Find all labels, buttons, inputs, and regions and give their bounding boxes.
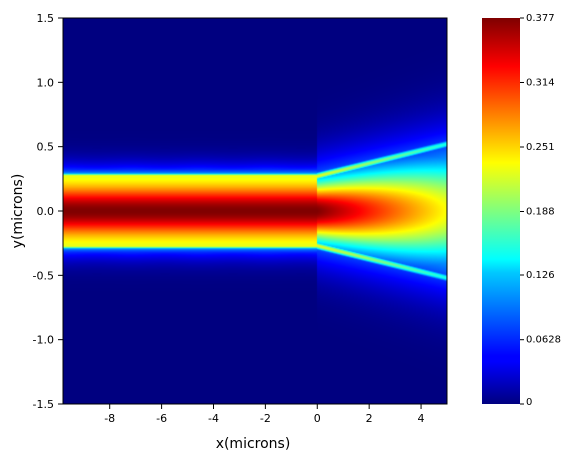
x-tick-label: -8: [104, 412, 115, 425]
y-tick-label: 0.0: [37, 205, 55, 218]
x-tick-label: -2: [260, 412, 271, 425]
y-tick-label: -0.5: [33, 269, 54, 282]
x-tick-label: 4: [418, 412, 425, 425]
colorbar-tick-label: 0.0628: [526, 335, 561, 346]
heatmap: [62, 17, 448, 405]
colorbar-bar: [482, 18, 520, 404]
y-axis-ticks: -1.5 -1.0 -0.5 0.0 0.5 1.0 1.5: [33, 12, 63, 411]
colorbar-tick-label: 0.314: [526, 78, 555, 89]
x-axis-ticks: -8 -6 -4 -2 0 2 4: [104, 404, 425, 425]
y-tick-label: -1.5: [33, 398, 54, 411]
y-tick-label: 0.5: [37, 141, 55, 154]
x-tick-label: 0: [314, 412, 321, 425]
y-tick-label: 1.5: [37, 12, 55, 25]
colorbar-tick-label: 0.188: [526, 207, 555, 218]
heatmap-image: [63, 18, 447, 404]
x-axis-title: x(microns): [216, 436, 291, 452]
colorbar-tick-label: 0.126: [526, 270, 555, 281]
y-tick-label: 1.0: [37, 76, 55, 89]
colorbar-tick-label: 0.251: [526, 142, 555, 153]
colorbar-tick-label: 0: [526, 397, 532, 408]
y-axis-title: y(microns): [10, 174, 26, 249]
colorbar-ticks: 0 0.0628 0.126 0.188 0.251 0.314 0.377: [520, 13, 561, 408]
x-tick-label: 2: [366, 412, 373, 425]
x-tick-label: -4: [208, 412, 219, 425]
colorbar: 0 0.0628 0.126 0.188 0.251 0.314 0.377: [482, 13, 561, 408]
y-tick-label: -1.0: [33, 334, 54, 347]
colorbar-tick-label: 0.377: [526, 13, 555, 24]
x-tick-label: -6: [156, 412, 167, 425]
